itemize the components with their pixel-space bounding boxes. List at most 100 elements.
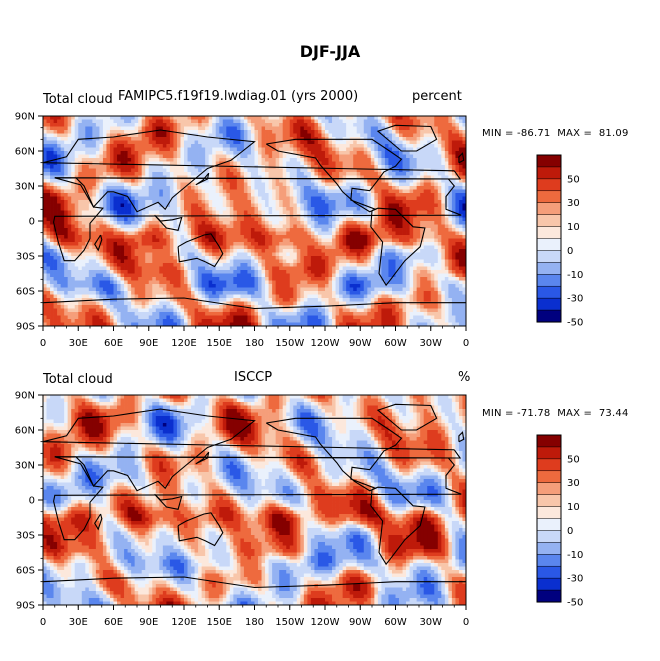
heatmap-cell xyxy=(300,161,305,166)
heatmap-cell xyxy=(247,133,252,138)
heatmap-cell xyxy=(138,147,143,152)
heatmap-cell xyxy=(381,228,386,232)
heatmap-cell xyxy=(212,119,217,124)
heatmap-cell xyxy=(353,130,358,134)
heatmap-cell xyxy=(152,245,157,250)
heatmap-cell xyxy=(300,210,305,215)
heatmap-cell xyxy=(300,119,305,124)
heatmap-cell xyxy=(420,186,425,190)
heatmap-cell xyxy=(423,217,428,222)
heatmap-cell xyxy=(455,133,460,138)
heatmap-cell xyxy=(409,144,414,148)
heatmap-cell xyxy=(141,165,146,169)
heatmap-cell xyxy=(310,231,315,236)
heatmap-cell xyxy=(374,193,379,197)
heatmap-cell xyxy=(307,144,312,148)
heatmap-cell xyxy=(416,221,421,225)
heatmap-cell xyxy=(402,210,407,215)
heatmap-cell xyxy=(381,126,386,131)
heatmap-cell xyxy=(250,154,255,159)
heatmap-cell xyxy=(201,228,206,232)
heatmap-cell xyxy=(346,151,351,155)
heatmap-cell xyxy=(208,193,213,197)
heatmap-cell xyxy=(444,123,449,127)
heatmap-cell xyxy=(367,203,372,208)
heatmap-cell xyxy=(145,179,150,183)
heatmap-cell xyxy=(247,182,252,187)
heatmap-cell xyxy=(448,158,453,162)
heatmap-cell xyxy=(134,123,139,127)
heatmap-cell xyxy=(303,256,308,260)
heatmap-cell xyxy=(212,168,217,173)
heatmap-cell xyxy=(43,182,47,187)
heatmap-cell xyxy=(388,210,393,215)
heatmap-cell xyxy=(162,235,167,239)
heatmap-cell xyxy=(444,140,449,145)
heatmap-cell xyxy=(53,186,58,190)
heatmap-cell xyxy=(363,123,368,127)
heatmap-cell xyxy=(229,154,234,159)
heatmap-cell xyxy=(250,133,255,138)
heatmap-cell xyxy=(434,242,439,246)
heatmap-cell xyxy=(395,179,400,183)
heatmap-cell xyxy=(427,242,432,246)
heatmap-cell xyxy=(427,161,432,166)
heatmap-cell xyxy=(430,140,435,145)
heatmap-cell xyxy=(328,231,333,236)
heatmap-cell xyxy=(430,210,435,215)
heatmap-cell xyxy=(113,203,118,208)
heatmap-cell xyxy=(293,217,298,222)
heatmap-cell xyxy=(78,203,83,208)
heatmap-cell xyxy=(180,161,185,166)
heatmap-cell xyxy=(451,147,456,152)
heatmap-cell xyxy=(166,200,171,204)
heatmap-cell xyxy=(162,168,167,173)
heatmap-cell xyxy=(155,126,160,131)
heatmap-cell xyxy=(346,231,351,236)
heatmap-cell xyxy=(191,168,195,173)
heatmap-cell xyxy=(176,165,181,169)
heatmap-cell xyxy=(88,168,93,173)
heatmap-cell xyxy=(265,252,269,257)
heatmap-cell xyxy=(109,126,114,131)
heatmap-cell xyxy=(413,235,418,239)
heatmap-cell xyxy=(201,242,206,246)
heatmap-cell xyxy=(102,154,107,159)
heatmap-cell xyxy=(53,235,58,239)
heatmap-cell xyxy=(346,200,351,204)
heatmap-cell xyxy=(363,186,368,190)
heatmap-cell xyxy=(215,200,220,204)
heatmap-cell xyxy=(60,133,65,138)
heatmap-cell xyxy=(53,172,58,176)
heatmap-cell xyxy=(134,252,139,257)
heatmap-cell xyxy=(113,119,118,124)
heatmap-cell xyxy=(356,193,361,197)
heatmap-cell xyxy=(141,116,146,120)
heatmap-cell xyxy=(265,119,269,124)
heatmap-cell xyxy=(99,252,104,257)
heatmap-cell xyxy=(451,154,456,159)
heatmap-cell xyxy=(430,207,435,211)
heatmap-cell xyxy=(173,242,178,246)
heatmap-cell xyxy=(462,168,467,173)
heatmap-cell xyxy=(194,238,199,243)
heatmap-cell xyxy=(117,249,121,253)
heatmap-cell xyxy=(60,249,65,253)
heatmap-cell xyxy=(420,179,425,183)
heatmap-cell xyxy=(71,154,76,159)
heatmap-cell xyxy=(406,217,410,222)
heatmap-cell xyxy=(374,189,379,194)
heatmap-cell xyxy=(289,242,294,246)
heatmap-cell xyxy=(169,200,174,204)
heatmap-cell xyxy=(233,259,238,264)
heatmap-cell xyxy=(71,126,76,131)
heatmap-cell xyxy=(416,179,421,183)
heatmap-cell xyxy=(88,207,93,211)
heatmap-cell xyxy=(335,200,340,204)
heatmap-cell xyxy=(159,193,164,197)
panel2-center-label: ISCCP xyxy=(234,370,273,385)
heatmap-cell xyxy=(367,130,372,134)
heatmap-cell xyxy=(43,217,47,222)
heatmap-cell xyxy=(212,242,217,246)
heatmap-cell xyxy=(367,193,372,197)
